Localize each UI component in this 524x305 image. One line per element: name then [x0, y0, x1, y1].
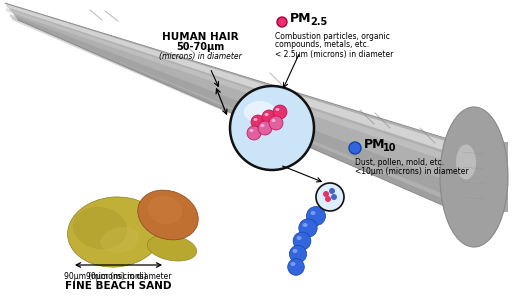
Text: 50-70µm: 50-70µm: [176, 42, 224, 52]
Circle shape: [325, 196, 331, 202]
Circle shape: [323, 191, 329, 197]
Polygon shape: [6, 8, 458, 165]
Ellipse shape: [260, 124, 265, 127]
Text: compounds, metals, etc.: compounds, metals, etc.: [275, 40, 369, 49]
Ellipse shape: [249, 129, 254, 132]
Ellipse shape: [244, 101, 276, 123]
Ellipse shape: [148, 196, 182, 224]
Circle shape: [349, 142, 361, 154]
Ellipse shape: [271, 119, 276, 122]
Polygon shape: [5, 3, 458, 212]
Ellipse shape: [100, 227, 140, 253]
Text: Dust, pollen, mold, etc.: Dust, pollen, mold, etc.: [355, 158, 444, 167]
Text: 2.5: 2.5: [310, 17, 328, 27]
Circle shape: [316, 183, 344, 211]
Circle shape: [288, 259, 304, 275]
Polygon shape: [458, 142, 508, 212]
Circle shape: [331, 194, 337, 200]
Ellipse shape: [276, 108, 279, 111]
Text: <10µm ​(microns) in diameter: <10µm ​(microns) in diameter: [355, 167, 468, 176]
Ellipse shape: [73, 207, 127, 249]
Text: (microns) in diameter: (microns) in diameter: [159, 52, 242, 61]
Circle shape: [277, 17, 287, 27]
Text: 10: 10: [383, 143, 397, 153]
Ellipse shape: [138, 190, 198, 240]
Circle shape: [289, 246, 307, 263]
Text: 90µm (microns): 90µm (microns): [86, 272, 149, 281]
Text: Combustion particles, organic: Combustion particles, organic: [275, 32, 390, 41]
Circle shape: [293, 232, 311, 250]
Ellipse shape: [440, 107, 508, 247]
Circle shape: [230, 86, 314, 170]
Circle shape: [251, 115, 265, 129]
Ellipse shape: [290, 262, 296, 266]
Circle shape: [258, 121, 272, 135]
Ellipse shape: [292, 249, 298, 253]
Circle shape: [299, 219, 317, 237]
Ellipse shape: [254, 118, 257, 121]
Text: HUMAN HAIR: HUMAN HAIR: [162, 32, 238, 42]
Circle shape: [269, 116, 283, 130]
Ellipse shape: [297, 236, 301, 240]
Text: FINE BEACH SAND: FINE BEACH SAND: [65, 281, 171, 291]
Circle shape: [273, 105, 287, 119]
Text: < 2.5µm ​(microns) in diameter: < 2.5µm ​(microns) in diameter: [275, 50, 394, 59]
Ellipse shape: [147, 235, 196, 261]
Polygon shape: [6, 4, 458, 155]
Circle shape: [329, 188, 335, 194]
Circle shape: [247, 126, 261, 140]
Ellipse shape: [302, 223, 308, 227]
Polygon shape: [12, 17, 458, 212]
Circle shape: [307, 206, 325, 225]
Ellipse shape: [68, 197, 162, 267]
Ellipse shape: [265, 113, 268, 116]
Polygon shape: [10, 14, 458, 200]
Text: PM: PM: [364, 138, 386, 150]
Text: PM: PM: [290, 12, 311, 24]
Circle shape: [262, 110, 276, 124]
Ellipse shape: [456, 145, 476, 180]
Ellipse shape: [311, 211, 315, 215]
Text: 90µm ​(microns) in diameter: 90µm ​(microns) in diameter: [64, 272, 172, 281]
